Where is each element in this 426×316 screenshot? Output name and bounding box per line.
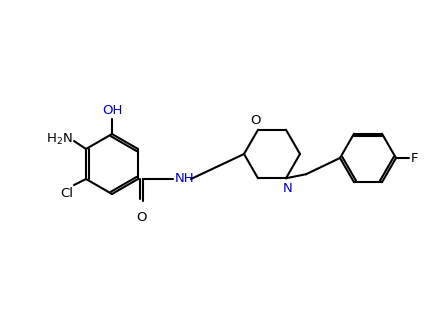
Text: Cl: Cl [60,187,73,200]
Text: O: O [250,114,261,127]
Text: OH: OH [101,104,122,117]
Text: F: F [410,151,417,165]
Text: NH: NH [175,172,194,185]
Text: H$_2$N: H$_2$N [46,131,73,147]
Text: N: N [282,182,292,195]
Text: O: O [136,211,147,224]
